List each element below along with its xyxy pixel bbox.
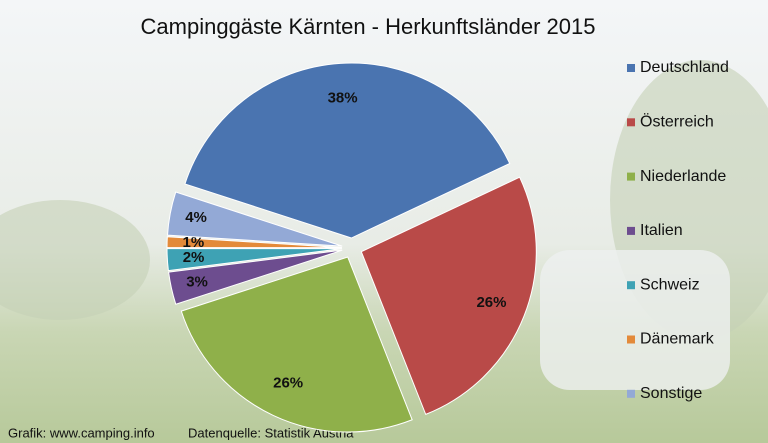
background-tree (0, 200, 150, 320)
pie-slice (166, 191, 343, 247)
pie-slice (180, 256, 413, 433)
pie-slice (168, 249, 343, 305)
legend-label: Niederlande (640, 168, 726, 185)
legend-swatch (627, 172, 635, 181)
pie-slice (166, 236, 343, 249)
legend-label: Deutschland (640, 59, 729, 76)
legend-label: Österreich (640, 113, 714, 131)
legend-swatch (627, 281, 635, 290)
legend-label: Italien (640, 222, 683, 239)
data-label: 4% (185, 209, 207, 226)
legend-swatch (627, 335, 635, 344)
legend-label: Schweiz (640, 276, 700, 293)
data-label: 38% (328, 89, 358, 106)
data-label: 26% (476, 294, 506, 311)
pie-slice (360, 176, 537, 416)
data-label: 3% (186, 274, 208, 291)
legend-swatch (627, 64, 635, 72)
legend-label: Dänemark (640, 331, 715, 348)
footer-note: Datenquelle: Statistik Austria (188, 425, 354, 440)
data-label: 26% (273, 375, 303, 392)
pie-slice (166, 248, 343, 272)
legend-swatch (627, 389, 635, 398)
footer-note: Grafik: www.camping.info (8, 425, 155, 440)
legend-swatch (627, 226, 635, 235)
pie-slice (184, 62, 511, 239)
background-caravan (540, 250, 730, 390)
data-label: 1% (182, 234, 204, 251)
data-label: 2% (183, 249, 205, 266)
legend-swatch (627, 118, 635, 127)
chart-title: Campinggäste Kärnten - Herkunftsländer 2… (141, 14, 596, 39)
legend-label: Sonstige (640, 385, 702, 402)
